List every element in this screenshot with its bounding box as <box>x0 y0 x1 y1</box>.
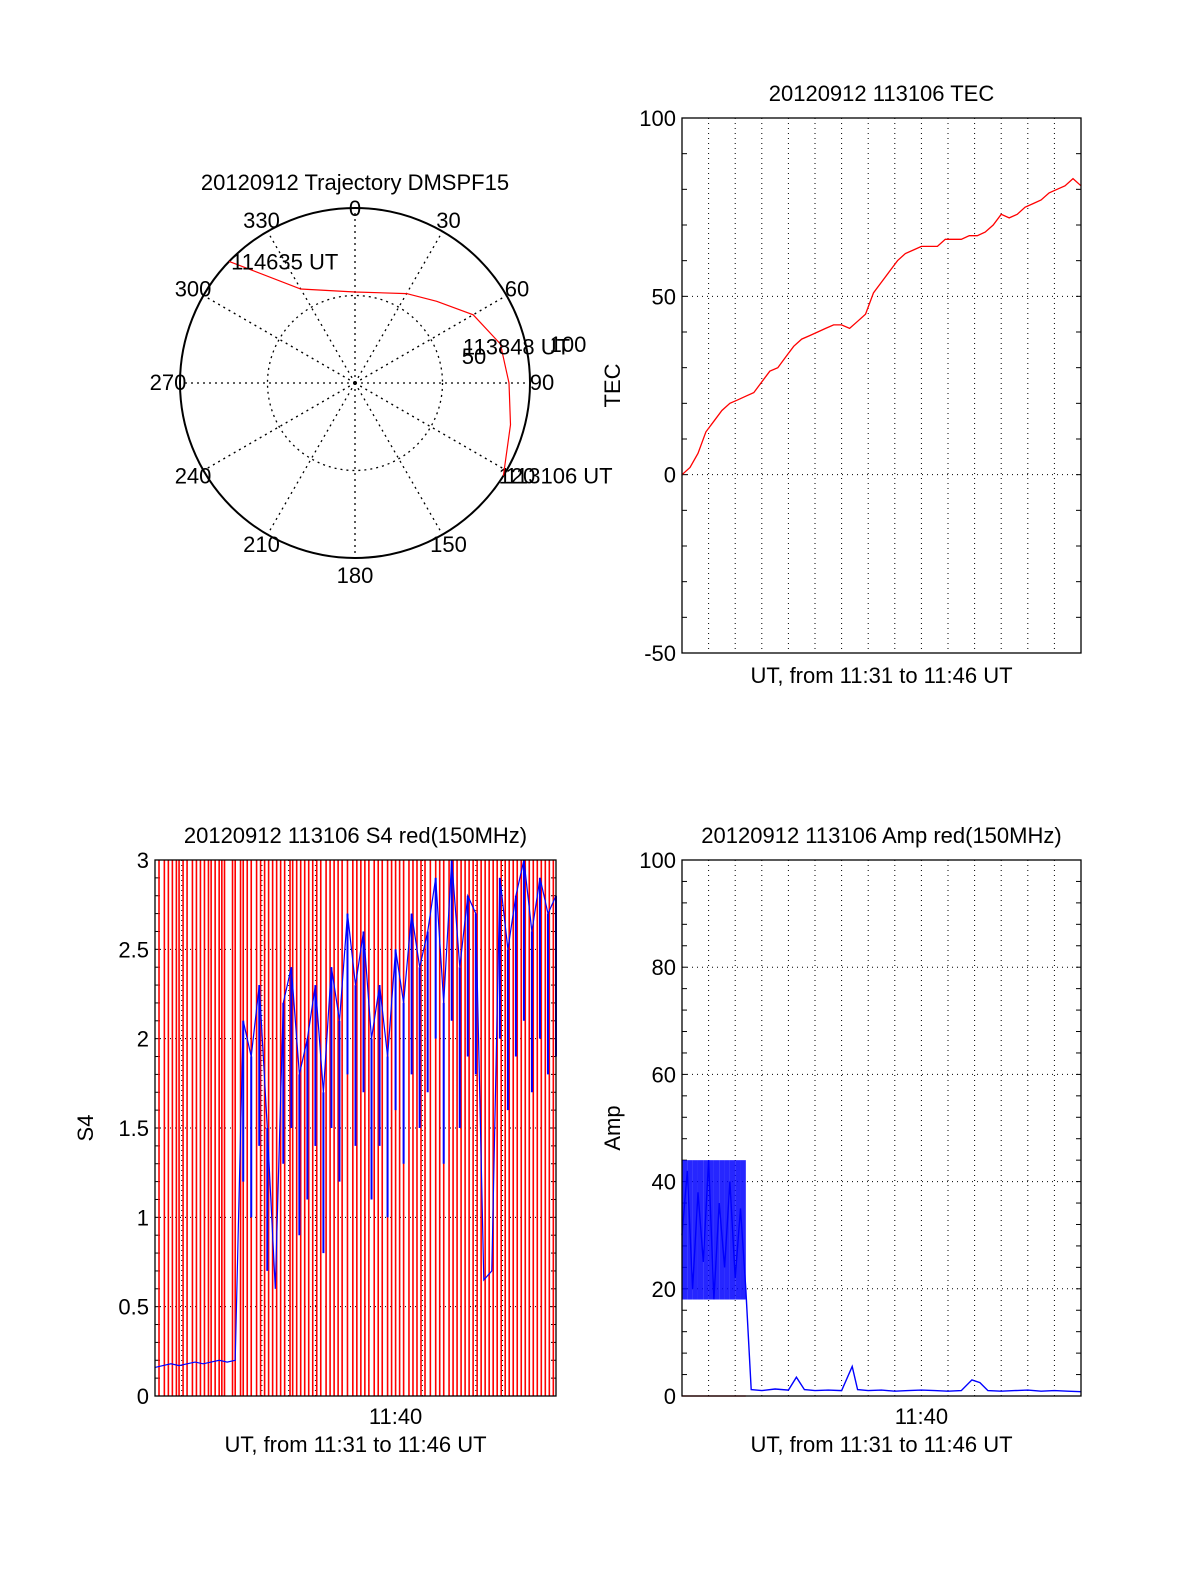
polar-azimuth-label: 150 <box>430 532 467 557</box>
s4-panel: 20120912 113106 S4 red(150MHz) 0 0.5 1 1.5 2 2… <box>73 823 557 1457</box>
polar-azimuth-label: 60 <box>505 277 529 302</box>
amp-noise-band <box>687 1160 693 1300</box>
polar-spoke <box>266 231 356 384</box>
polar-radius-label: 100 <box>550 332 587 357</box>
trajectory-time-label: 113106 UT <box>505 464 612 489</box>
amp-noise-band <box>697 1160 704 1300</box>
polar-spoke <box>266 382 356 535</box>
polar-outer-ring <box>179 207 531 559</box>
y-axis-label: TEC <box>600 363 625 407</box>
plot-frame <box>154 859 557 1397</box>
amp-panel: 20120912 113106 Amp red(150MHz) 0 20 40 60 80… <box>600 823 1082 1457</box>
amp-noise-band <box>713 1160 720 1300</box>
y-tick-label: 100 <box>639 106 676 131</box>
y-tick-label: 0 <box>664 1384 676 1409</box>
y-tick-label: 2.5 <box>118 937 149 962</box>
polar-spoke <box>354 231 444 384</box>
polar-spoke <box>354 382 444 535</box>
polar-spoke <box>203 294 356 384</box>
amp-noise-band <box>740 1160 746 1300</box>
tec-panel: 20120912 113106 TEC -50 0 50 100 UT, from 11:… <box>600 81 1082 688</box>
x-axis-label: UT, from 11:31 to 11:46 UT <box>750 663 1012 688</box>
amp-noise-band <box>729 1160 736 1300</box>
polar-azimuth-label: 270 <box>150 370 187 395</box>
y-tick-label: 0.5 <box>118 1295 149 1320</box>
amp-noise-band <box>703 1160 709 1300</box>
polar-azimuth-label: 300 <box>175 277 212 302</box>
polar-spoke <box>354 382 507 472</box>
polar-azimuth-label: 90 <box>530 370 554 395</box>
y-axis-label: Amp <box>600 1105 625 1150</box>
y-tick-label: 0 <box>664 463 676 488</box>
polar-spoke <box>203 382 356 472</box>
x-tick-label: 11:40 <box>369 1404 422 1429</box>
amp-noise-band <box>735 1160 741 1300</box>
polar-azimuth-label: 30 <box>436 208 460 233</box>
x-axis-label: UT, from 11:31 to 11:46 UT <box>750 1432 1012 1457</box>
trajectory-time-label: 114635 UT <box>231 249 338 274</box>
chart-title: 20120912 113106 TEC <box>769 81 995 106</box>
polar-azimuth-label: 240 <box>175 464 212 489</box>
polar-azimuth-label: 210 <box>243 532 280 557</box>
y-tick-label: 1.5 <box>118 1116 149 1141</box>
polar-azimuth-label: 180 <box>337 563 374 588</box>
polar-inner-ring <box>266 294 444 472</box>
y-tick-label: 100 <box>639 848 676 873</box>
polar-azimuth-label: 0 <box>349 196 361 221</box>
amp-noise-band <box>724 1160 730 1300</box>
polar-azimuth-label: 330 <box>243 208 280 233</box>
chart-title: 20120912 113106 S4 red(150MHz) <box>184 823 527 848</box>
chart-title: 20120912 113106 Amp red(150MHz) <box>701 823 1061 848</box>
amp-noise-band <box>708 1160 714 1300</box>
polar-spoke <box>354 294 507 384</box>
y-tick-label: -50 <box>644 641 676 666</box>
amp-noise-band <box>692 1160 698 1300</box>
amp-noise-band <box>719 1160 725 1300</box>
series-line <box>681 177 1082 476</box>
y-tick-label: 0 <box>137 1384 149 1409</box>
amp-noise-band <box>682 1160 688 1300</box>
plot-frame <box>681 859 1082 1397</box>
trajectory-time-label: 113848 UT <box>463 335 570 360</box>
x-axis-label: UT, from 11:31 to 11:46 UT <box>224 1432 486 1457</box>
x-tick-label: 11:40 <box>895 1404 948 1429</box>
y-tick-label: 20 <box>652 1277 676 1302</box>
y-tick-label: 80 <box>652 955 676 980</box>
plot-frame <box>681 117 1082 654</box>
y-tick-label: 2 <box>137 1027 149 1052</box>
y-tick-label: 50 <box>652 284 676 309</box>
y-axis-label: S4 <box>73 1115 98 1142</box>
y-tick-label: 60 <box>652 1062 676 1087</box>
y-tick-label: 40 <box>652 1170 676 1195</box>
trajectory-line <box>228 260 512 476</box>
y-tick-label: 3 <box>137 848 149 873</box>
polar-radius-label: 50 <box>462 344 486 369</box>
y-tick-label: 1 <box>137 1205 149 1230</box>
polar-title: 20120912 Trajectory DMSPF15 <box>201 170 509 195</box>
